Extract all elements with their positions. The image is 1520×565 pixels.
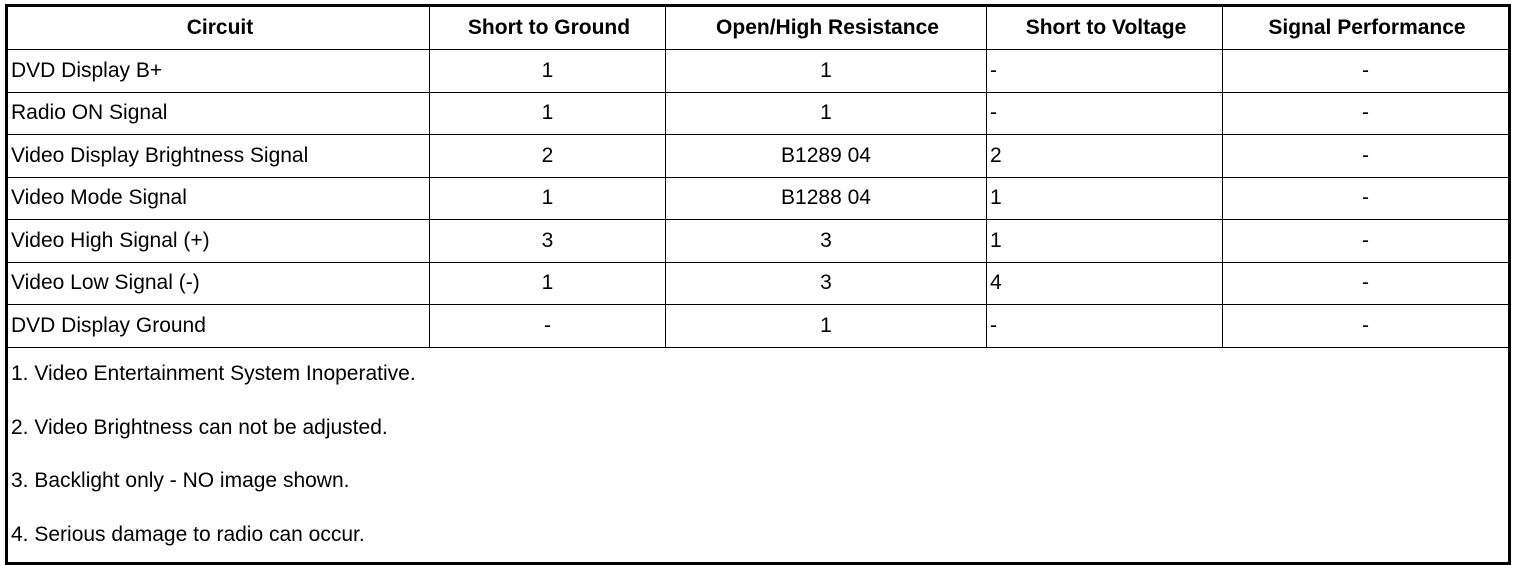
cell-short-to-voltage: - [986, 91, 1223, 135]
header-short-to-ground: Short to Ground [429, 5, 666, 50]
note-text: 3. Backlight only - NO image shown. [6, 454, 1510, 508]
note-text: 2. Video Brightness can not be adjusted. [6, 401, 1510, 455]
table-row: DVD Display Ground -1- - [6, 304, 1510, 348]
note-text: 4. Serious damage to radio can occur. [6, 508, 1510, 563]
cell-open-high-resistance: 1 [665, 49, 987, 93]
cell-signal-performance: - [1222, 304, 1510, 348]
cell-open-high-resistance: 3 [665, 261, 987, 305]
cell-short-to-ground: 3 [429, 219, 666, 263]
cell-short-to-voltage: 1 [986, 219, 1223, 263]
cell-open-high-resistance: 1 [665, 91, 987, 135]
cell-short-to-ground: 2 [429, 134, 666, 178]
cell-circuit: DVD Display Ground [6, 304, 430, 348]
note-row: 2. Video Brightness can not be adjusted. [6, 401, 1510, 455]
cell-circuit: DVD Display B+ [6, 49, 430, 93]
circuit-diagnostic-table: Circuit Short to Ground Open/High Resist… [5, 4, 1511, 565]
cell-open-high-resistance: B1289 04 [665, 134, 987, 178]
cell-short-to-voltage: - [986, 304, 1223, 348]
cell-short-to-ground: 1 [429, 91, 666, 135]
cell-signal-performance: - [1222, 49, 1510, 93]
cell-short-to-voltage: 1 [986, 176, 1223, 220]
cell-short-to-ground: 1 [429, 49, 666, 93]
table-row: Video Display Brightness Signal 2 B1289 04… [6, 134, 1510, 178]
cell-short-to-voltage: 4 [986, 261, 1223, 305]
cell-short-to-ground: 1 [429, 261, 666, 305]
cell-signal-performance: - [1222, 134, 1510, 178]
cell-signal-performance: - [1222, 91, 1510, 135]
cell-signal-performance: - [1222, 261, 1510, 305]
header-open-high-resistance: Open/High Resistance [665, 5, 987, 50]
cell-circuit: Video Mode Signal [6, 176, 430, 220]
header-signal-performance: Signal Performance [1222, 5, 1510, 50]
table-row: Video Mode Signal 1 B1288 04 1- [6, 176, 1510, 220]
cell-open-high-resistance: 3 [665, 219, 987, 263]
cell-circuit: Radio ON Signal [6, 91, 430, 135]
cell-short-to-voltage: 2 [986, 134, 1223, 178]
cell-open-high-resistance: 1 [665, 304, 987, 348]
note-row: 3. Backlight only - NO image shown. [6, 454, 1510, 508]
header-circuit: Circuit [6, 5, 430, 50]
table-row: DVD Display B+ 1 1- - [6, 49, 1510, 93]
cell-circuit: Video Low Signal (-) [6, 261, 430, 305]
table-row: Video High Signal (+) 3 3 1- [6, 219, 1510, 263]
cell-circuit: Video High Signal (+) [6, 219, 430, 263]
cell-short-to-voltage: - [986, 49, 1223, 93]
note-text: 1. Video Entertainment System Inoperativ… [6, 346, 1510, 401]
cell-signal-performance: - [1222, 176, 1510, 220]
header-row: Circuit Short to Ground Open/High Resist… [6, 5, 1510, 50]
table-row: Radio ON Signal 1 1- - [6, 91, 1510, 135]
cell-short-to-ground: - [429, 304, 666, 348]
cell-signal-performance: - [1222, 219, 1510, 263]
cell-open-high-resistance: B1288 04 [665, 176, 987, 220]
header-short-to-voltage: Short to Voltage [986, 5, 1223, 50]
cell-circuit: Video Display Brightness Signal [6, 134, 430, 178]
note-row: 4. Serious damage to radio can occur. [6, 508, 1510, 563]
note-row: 1. Video Entertainment System Inoperativ… [6, 346, 1510, 401]
cell-short-to-ground: 1 [429, 176, 666, 220]
table-row: Video Low Signal (-) 1 3 4- [6, 261, 1510, 305]
